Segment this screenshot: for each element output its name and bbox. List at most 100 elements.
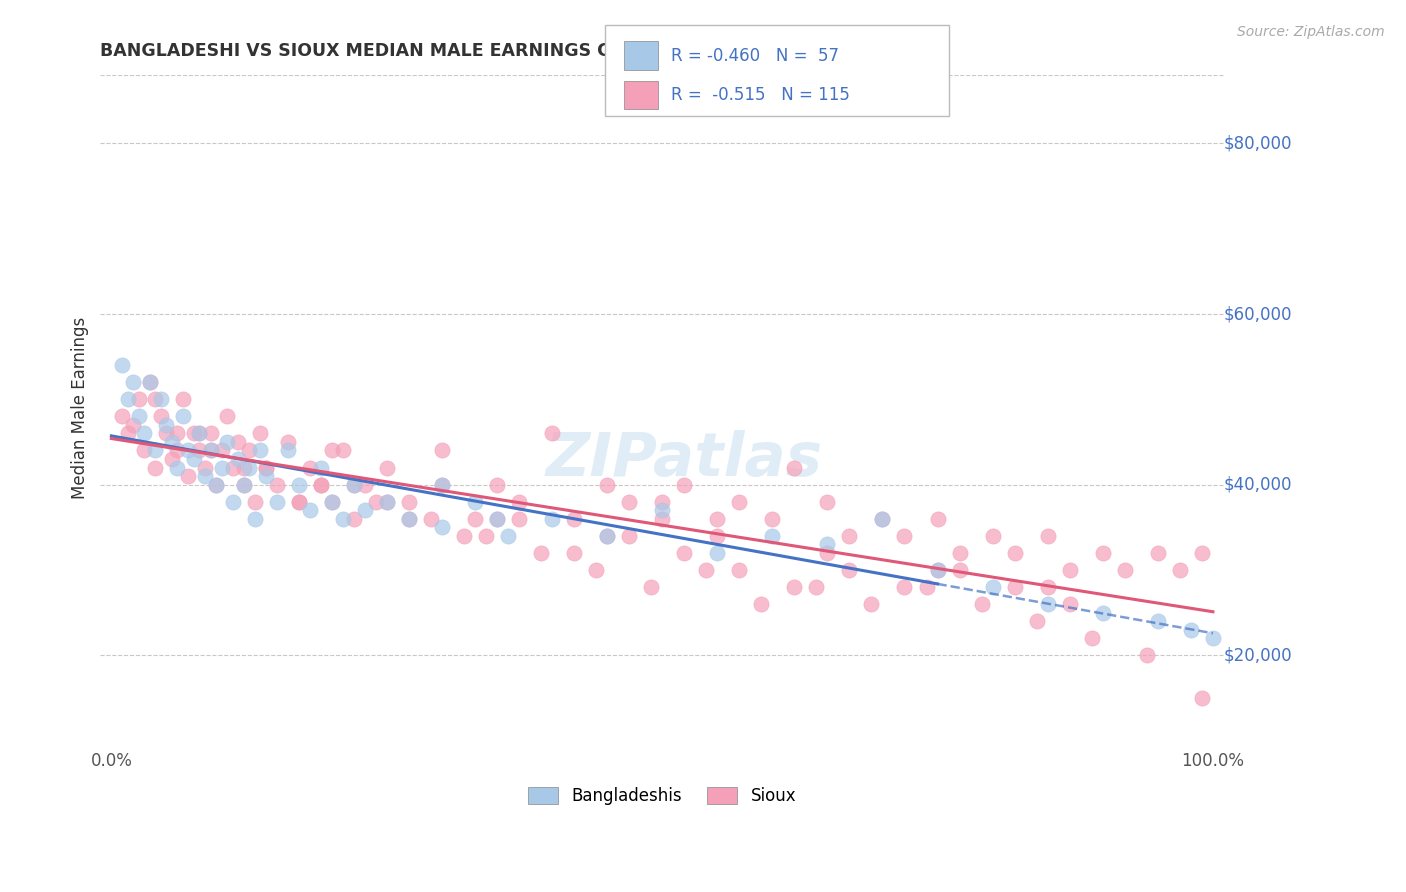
Point xyxy=(596,477,619,491)
Y-axis label: Median Male Earnings: Median Male Earnings xyxy=(72,317,89,499)
Point xyxy=(893,529,915,543)
Point xyxy=(783,460,806,475)
Point xyxy=(398,494,420,508)
Point xyxy=(728,563,751,577)
Point xyxy=(149,392,172,407)
Point xyxy=(761,529,783,543)
Point xyxy=(243,494,266,508)
Text: Source: ZipAtlas.com: Source: ZipAtlas.com xyxy=(1237,25,1385,39)
Point xyxy=(353,477,375,491)
Point xyxy=(562,546,585,560)
Point xyxy=(343,512,366,526)
Point xyxy=(927,563,949,577)
Point xyxy=(1147,614,1170,628)
Point xyxy=(321,494,343,508)
Point xyxy=(309,460,332,475)
Point xyxy=(205,477,228,491)
Point xyxy=(266,477,288,491)
Point xyxy=(309,477,332,491)
Point xyxy=(128,409,150,424)
Point xyxy=(398,512,420,526)
Point xyxy=(254,460,277,475)
Point xyxy=(640,580,662,594)
Point xyxy=(232,477,254,491)
Point xyxy=(695,563,717,577)
Point xyxy=(122,376,145,390)
Point xyxy=(1036,580,1059,594)
Point xyxy=(287,494,309,508)
Point xyxy=(1036,529,1059,543)
Point xyxy=(1147,546,1170,560)
Point xyxy=(530,546,553,560)
Point xyxy=(249,443,271,458)
Point xyxy=(617,529,640,543)
Point xyxy=(541,426,564,441)
Point xyxy=(277,434,299,449)
Point xyxy=(728,494,751,508)
Point xyxy=(496,529,519,543)
Point xyxy=(200,443,222,458)
Point xyxy=(375,494,398,508)
Point xyxy=(806,580,828,594)
Point xyxy=(485,477,508,491)
Point xyxy=(194,460,217,475)
Point xyxy=(139,376,162,390)
Text: BANGLADESHI VS SIOUX MEDIAN MALE EARNINGS CORRELATION CHART: BANGLADESHI VS SIOUX MEDIAN MALE EARNING… xyxy=(100,42,807,60)
Point xyxy=(375,494,398,508)
Point xyxy=(915,580,938,594)
Point xyxy=(221,460,243,475)
Point xyxy=(1036,597,1059,611)
Point xyxy=(1114,563,1136,577)
Point xyxy=(1136,648,1159,663)
Point xyxy=(485,512,508,526)
Point xyxy=(254,469,277,483)
Point xyxy=(508,512,530,526)
Point xyxy=(111,409,134,424)
Point xyxy=(1025,614,1047,628)
Point xyxy=(1091,546,1114,560)
Point xyxy=(651,512,673,526)
Point xyxy=(155,426,177,441)
Point xyxy=(211,443,233,458)
Point xyxy=(287,494,309,508)
Point xyxy=(298,503,321,517)
Point xyxy=(464,494,486,508)
Point xyxy=(145,392,167,407)
Point xyxy=(226,434,249,449)
Point xyxy=(981,529,1004,543)
Point xyxy=(1091,606,1114,620)
Point xyxy=(364,494,387,508)
Point xyxy=(706,546,728,560)
Point xyxy=(860,597,883,611)
Point xyxy=(211,460,233,475)
Point xyxy=(254,460,277,475)
Point xyxy=(1191,690,1213,705)
Point xyxy=(475,529,498,543)
Text: $60,000: $60,000 xyxy=(1225,305,1292,323)
Point xyxy=(172,409,194,424)
Point xyxy=(838,529,860,543)
Point xyxy=(815,546,838,560)
Point xyxy=(172,392,194,407)
Point xyxy=(243,512,266,526)
Point xyxy=(815,537,838,551)
Point xyxy=(111,358,134,372)
Point xyxy=(1004,580,1026,594)
Point xyxy=(981,580,1004,594)
Point xyxy=(122,417,145,432)
Point xyxy=(596,529,619,543)
Point xyxy=(139,376,162,390)
Point xyxy=(485,512,508,526)
Point xyxy=(155,417,177,432)
Point xyxy=(183,426,205,441)
Text: $40,000: $40,000 xyxy=(1225,475,1292,493)
Point xyxy=(200,426,222,441)
Point xyxy=(464,512,486,526)
Point xyxy=(277,443,299,458)
Point xyxy=(205,477,228,491)
Point xyxy=(562,512,585,526)
Point xyxy=(134,426,156,441)
Point xyxy=(188,426,211,441)
Point xyxy=(1081,631,1104,645)
Point xyxy=(430,477,453,491)
